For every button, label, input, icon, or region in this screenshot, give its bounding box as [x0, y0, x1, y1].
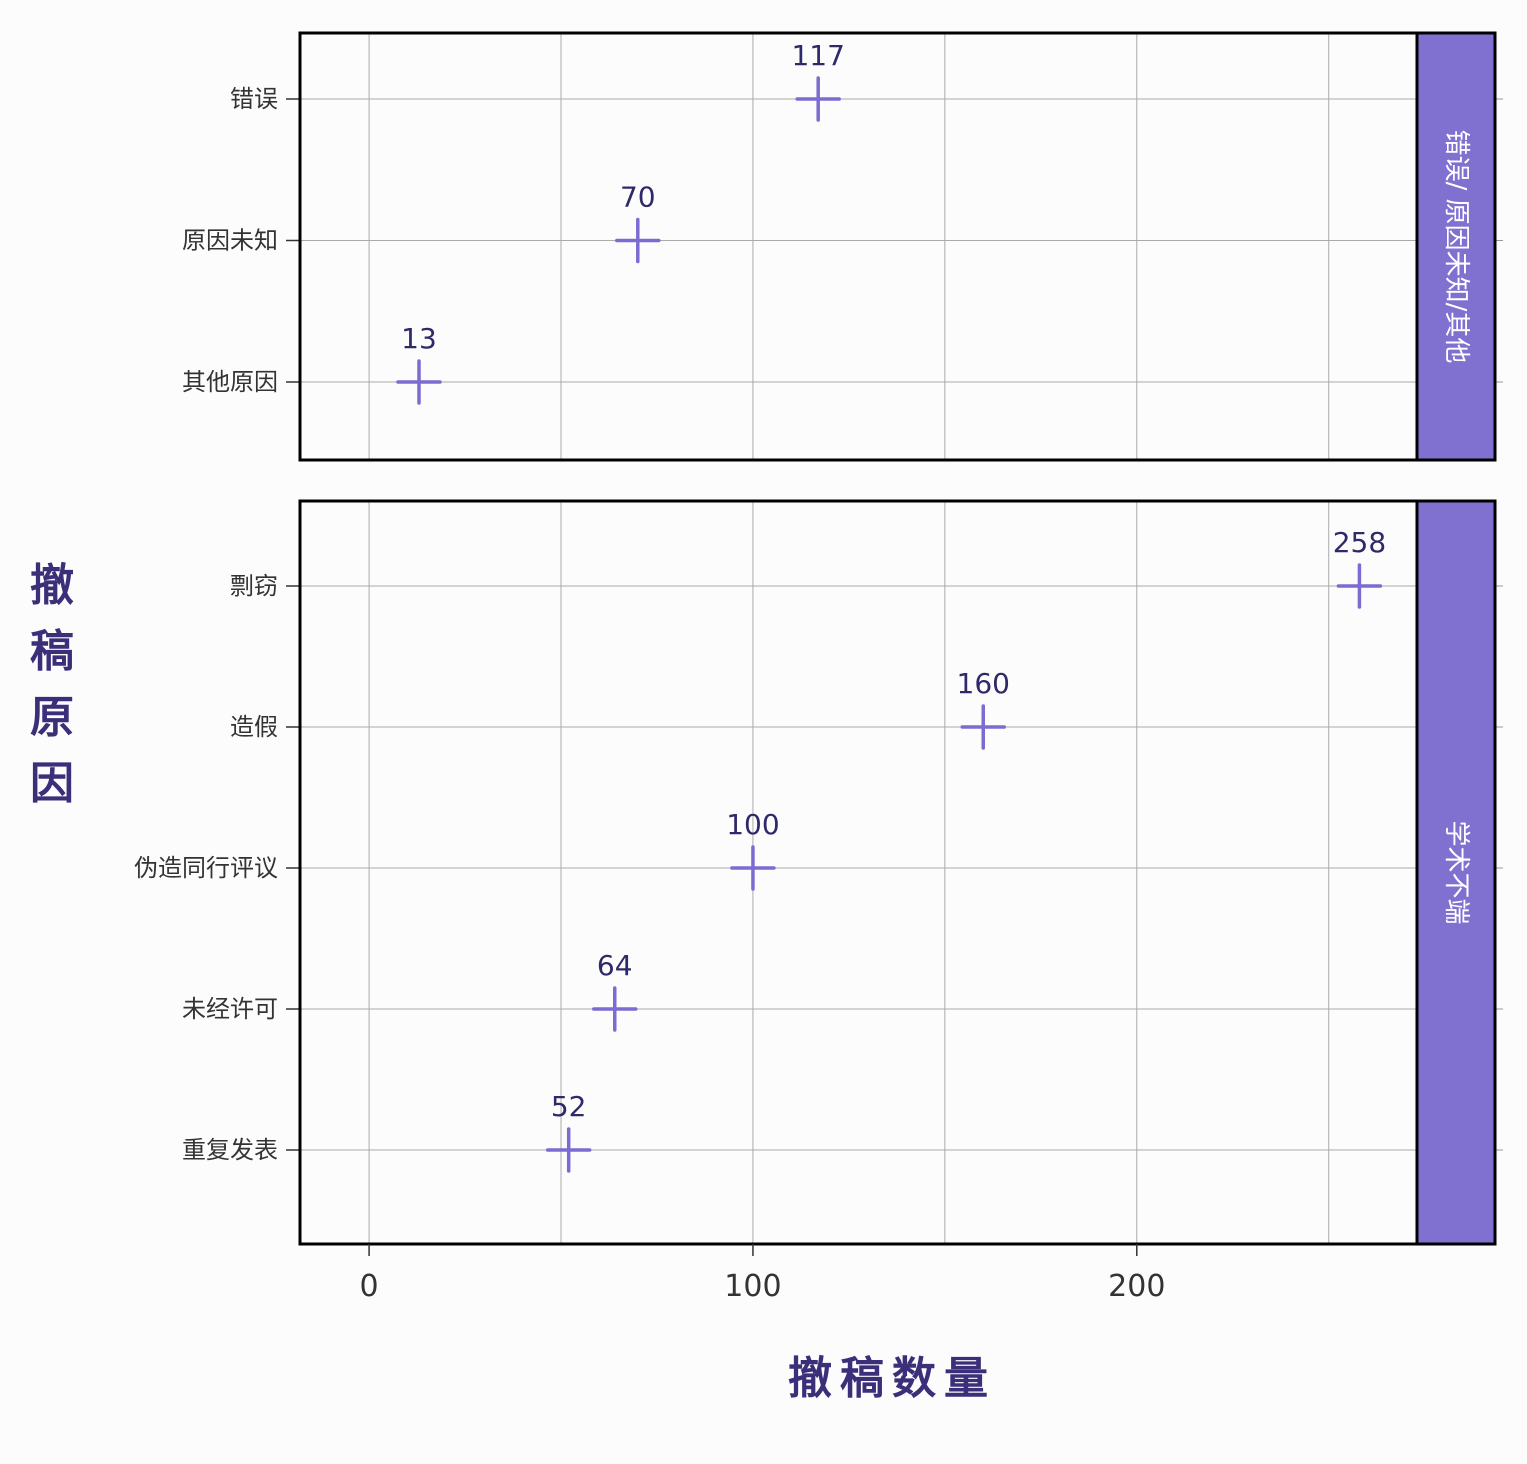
panel-frame — [298, 499, 1419, 1246]
y-tick-label: 其他原因 — [182, 368, 278, 396]
facet-strip — [1415, 499, 1497, 1246]
x-tick-label: 200 — [1108, 1269, 1165, 1304]
marks-layer — [396, 76, 1383, 1173]
y-tick-label: 造假 — [230, 713, 278, 741]
data-point — [960, 704, 1007, 750]
data-label: 100 — [726, 808, 779, 841]
data-point — [396, 359, 442, 405]
x-axis-title: 撤稿数量 — [788, 1353, 996, 1404]
x-tick-label: 100 — [724, 1269, 781, 1304]
grid-layer — [300, 33, 1417, 1244]
y-tick-label: 剽窃 — [230, 572, 278, 600]
y-tick-label: 错误 — [230, 85, 278, 113]
y-tick-label: 重复发表 — [182, 1136, 278, 1164]
data-point — [592, 986, 638, 1032]
data-label: 70 — [620, 181, 656, 214]
data-label: 117 — [791, 39, 844, 72]
data-point — [615, 217, 661, 264]
facet-strip-label: 学术不端 — [1441, 820, 1471, 924]
y-tick-label: 未经许可 — [182, 995, 278, 1023]
y-tick-label: 原因未知 — [182, 227, 278, 255]
facet-strip-label: 错误/ 原因未知/其他 — [1441, 130, 1471, 364]
x-tick-label: 0 — [360, 1269, 379, 1304]
data-point — [795, 76, 841, 122]
data-label: 64 — [597, 949, 633, 982]
y-axis-title-char: 撤 — [30, 560, 74, 611]
data-label: 160 — [957, 667, 1010, 700]
frame-layer — [286, 31, 1503, 1256]
y-tick-label: 伪造同行评议 — [134, 854, 278, 882]
facet-strip — [1415, 31, 1497, 462]
y-axis-title-char: 原 — [30, 692, 74, 743]
data-label: 52 — [551, 1090, 587, 1123]
y-axis-title-char: 因 — [30, 758, 74, 809]
data-label: 258 — [1333, 526, 1386, 559]
panel-frame — [298, 31, 1419, 462]
data-point — [545, 1127, 592, 1173]
data-point — [1336, 563, 1383, 609]
data-point — [730, 845, 776, 891]
data-label: 13 — [401, 322, 437, 355]
y-axis-title-char: 稿 — [30, 626, 74, 677]
